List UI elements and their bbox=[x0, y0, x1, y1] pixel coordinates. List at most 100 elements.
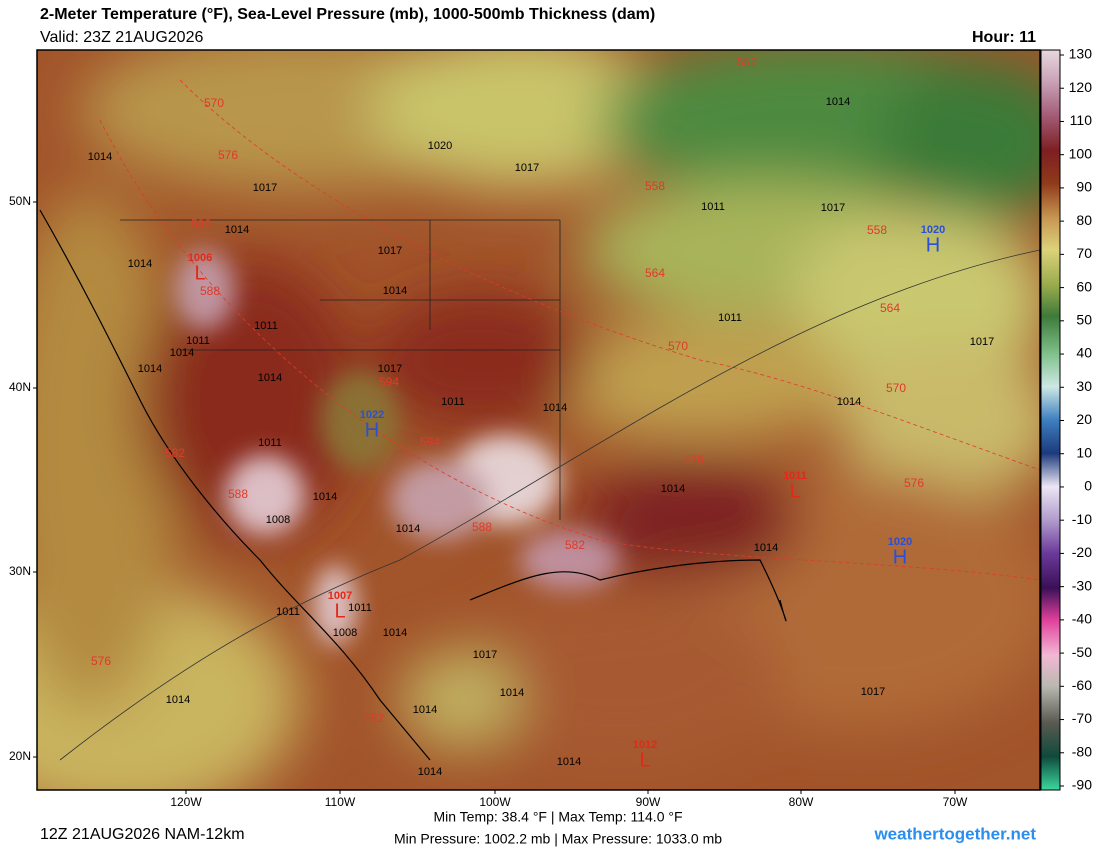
map-title: 2-Meter Temperature (°F), Sea-Level Pres… bbox=[40, 6, 655, 23]
pressure-center-value: 1007 bbox=[328, 590, 352, 602]
isobar-label: 1014 bbox=[138, 363, 162, 375]
thickness-label: 582 bbox=[191, 217, 211, 231]
isobar-label: 1017 bbox=[821, 202, 845, 214]
lon-label: 80W bbox=[789, 795, 814, 809]
colorbar-tick-label: 50 bbox=[1076, 312, 1092, 328]
thickness-label: 570 bbox=[668, 339, 688, 353]
isobar-label: 1014 bbox=[396, 523, 420, 535]
thickness-label: 564 bbox=[880, 301, 900, 315]
pressure-range: Min Pressure: 1002.2 mb | Max Pressure: … bbox=[394, 831, 722, 847]
isobar-label: 1014 bbox=[413, 704, 437, 716]
thickness-label: 576 bbox=[218, 148, 238, 162]
pressure-center-value: 1022 bbox=[360, 409, 384, 421]
thickness-label: 582 bbox=[565, 538, 585, 552]
isobar-label: 1011 bbox=[441, 396, 465, 408]
isobar-label: 1014 bbox=[258, 372, 282, 384]
isobar-label: 1014 bbox=[225, 224, 249, 236]
valid-time: Valid: 23Z 21AUG2026 bbox=[40, 29, 203, 46]
colorbar-tick-label: 0 bbox=[1084, 478, 1092, 494]
lat-label: 30N bbox=[9, 564, 31, 578]
thickness-label: 594 bbox=[379, 375, 399, 389]
thickness-label: 582 bbox=[364, 711, 384, 725]
thickness-label: 570 bbox=[204, 96, 224, 110]
thickness-label: 576 bbox=[684, 453, 704, 467]
isobar-label: 1014 bbox=[313, 491, 337, 503]
colorbar-tick-label: 90 bbox=[1076, 179, 1092, 195]
pressure-center-value: 1020 bbox=[888, 536, 912, 548]
isobar-label: 1014 bbox=[826, 96, 850, 108]
isobar-label: 1011 bbox=[276, 606, 300, 618]
isobar-label: 1014 bbox=[88, 151, 112, 163]
map-frame bbox=[36, 49, 1041, 791]
thickness-label: 558 bbox=[867, 223, 887, 237]
lon-label: 100W bbox=[479, 795, 511, 809]
colorbar-tick-label: -10 bbox=[1072, 511, 1092, 527]
pressure-center-symbol: H bbox=[365, 419, 379, 441]
isobar-label: 1014 bbox=[754, 542, 778, 554]
lat-label: 40N bbox=[9, 380, 31, 394]
lon-label: 110W bbox=[325, 795, 356, 809]
isobar-label: 1011 bbox=[186, 335, 210, 347]
pressure-center-value: 1011 bbox=[783, 470, 807, 482]
lat-label: 20N bbox=[9, 749, 31, 763]
pressure-center-symbol: H bbox=[926, 234, 940, 256]
site-credit: weathertogether.net bbox=[873, 824, 1036, 843]
colorbar-tick-label: -40 bbox=[1072, 611, 1092, 627]
isobar-label: 1011 bbox=[718, 312, 742, 324]
thickness-label: 552 bbox=[737, 55, 757, 69]
colorbar-tick-label: 20 bbox=[1076, 411, 1092, 427]
isobar-label: 1014 bbox=[166, 694, 190, 706]
isobar-label: 1014 bbox=[557, 756, 581, 768]
isobar-label: 1008 bbox=[266, 514, 290, 526]
isobar-label: 1011 bbox=[258, 437, 282, 449]
isobar-label: 1014 bbox=[661, 483, 685, 495]
colorbar-tick-label: 60 bbox=[1076, 278, 1092, 294]
colorbar-tick-label: -20 bbox=[1072, 544, 1092, 560]
colorbar-tick-label: 30 bbox=[1076, 378, 1092, 394]
isobar-label: 1017 bbox=[970, 336, 994, 348]
isobar-label: 1014 bbox=[418, 766, 442, 778]
colorbar-tick-label: -80 bbox=[1072, 743, 1092, 759]
colorbar-tick-label: -90 bbox=[1072, 777, 1092, 793]
pressure-center-value: 1006 bbox=[188, 252, 212, 264]
colorbar-tick-label: 110 bbox=[1070, 112, 1093, 128]
isobar-label: 1014 bbox=[383, 285, 407, 297]
thickness-label: 576 bbox=[904, 476, 924, 490]
colorbar-tick-label: -30 bbox=[1072, 577, 1092, 593]
map-field bbox=[37, 50, 1040, 790]
colorbar-tick-label: -50 bbox=[1072, 644, 1092, 660]
colorbar-tick-label: 100 bbox=[1069, 145, 1093, 161]
lat-label: 50N bbox=[9, 194, 31, 208]
colorbar-tick-label: 40 bbox=[1076, 345, 1092, 361]
isobar-label: 1017 bbox=[253, 182, 277, 194]
lon-label: 90W bbox=[636, 795, 661, 809]
colorbar-tick-label: 80 bbox=[1076, 212, 1092, 228]
isobar-label: 1017 bbox=[378, 245, 402, 257]
thickness-label: 576 bbox=[91, 654, 111, 668]
pressure-center-symbol: H bbox=[893, 546, 907, 568]
pressure-center-symbol: L bbox=[334, 600, 345, 622]
colorbar-tick-label: -60 bbox=[1072, 677, 1092, 693]
isobar-label: 1011 bbox=[701, 201, 725, 213]
pressure-center-value: 1012 bbox=[633, 739, 657, 751]
temp-range: Min Temp: 38.4 °F | Max Temp: 114.0 °F bbox=[433, 809, 682, 825]
isobar-label: 1017 bbox=[473, 649, 497, 661]
thickness-label: 570 bbox=[886, 381, 906, 395]
isobar-label: 1014 bbox=[128, 258, 152, 270]
lon-label: 120W bbox=[170, 795, 202, 809]
pressure-center-symbol: L bbox=[639, 749, 650, 771]
thickness-label: 582 bbox=[165, 446, 185, 460]
colorbar-tick-label: 10 bbox=[1076, 444, 1092, 460]
pressure-center-symbol: L bbox=[789, 480, 800, 502]
isobar-label: 1014 bbox=[383, 627, 407, 639]
colorbar bbox=[1040, 49, 1061, 791]
thickness-label: 564 bbox=[645, 266, 665, 280]
isobar-label: 1020 bbox=[428, 140, 452, 152]
thickness-label: 588 bbox=[472, 520, 492, 534]
isobar-label: 1014 bbox=[500, 687, 524, 699]
colorbar-tick-label: -70 bbox=[1072, 710, 1092, 726]
isobar-label: 1017 bbox=[378, 363, 402, 375]
colorbar-tick-label: 130 bbox=[1069, 46, 1093, 62]
forecast-hour: Hour: 11 bbox=[972, 29, 1036, 46]
